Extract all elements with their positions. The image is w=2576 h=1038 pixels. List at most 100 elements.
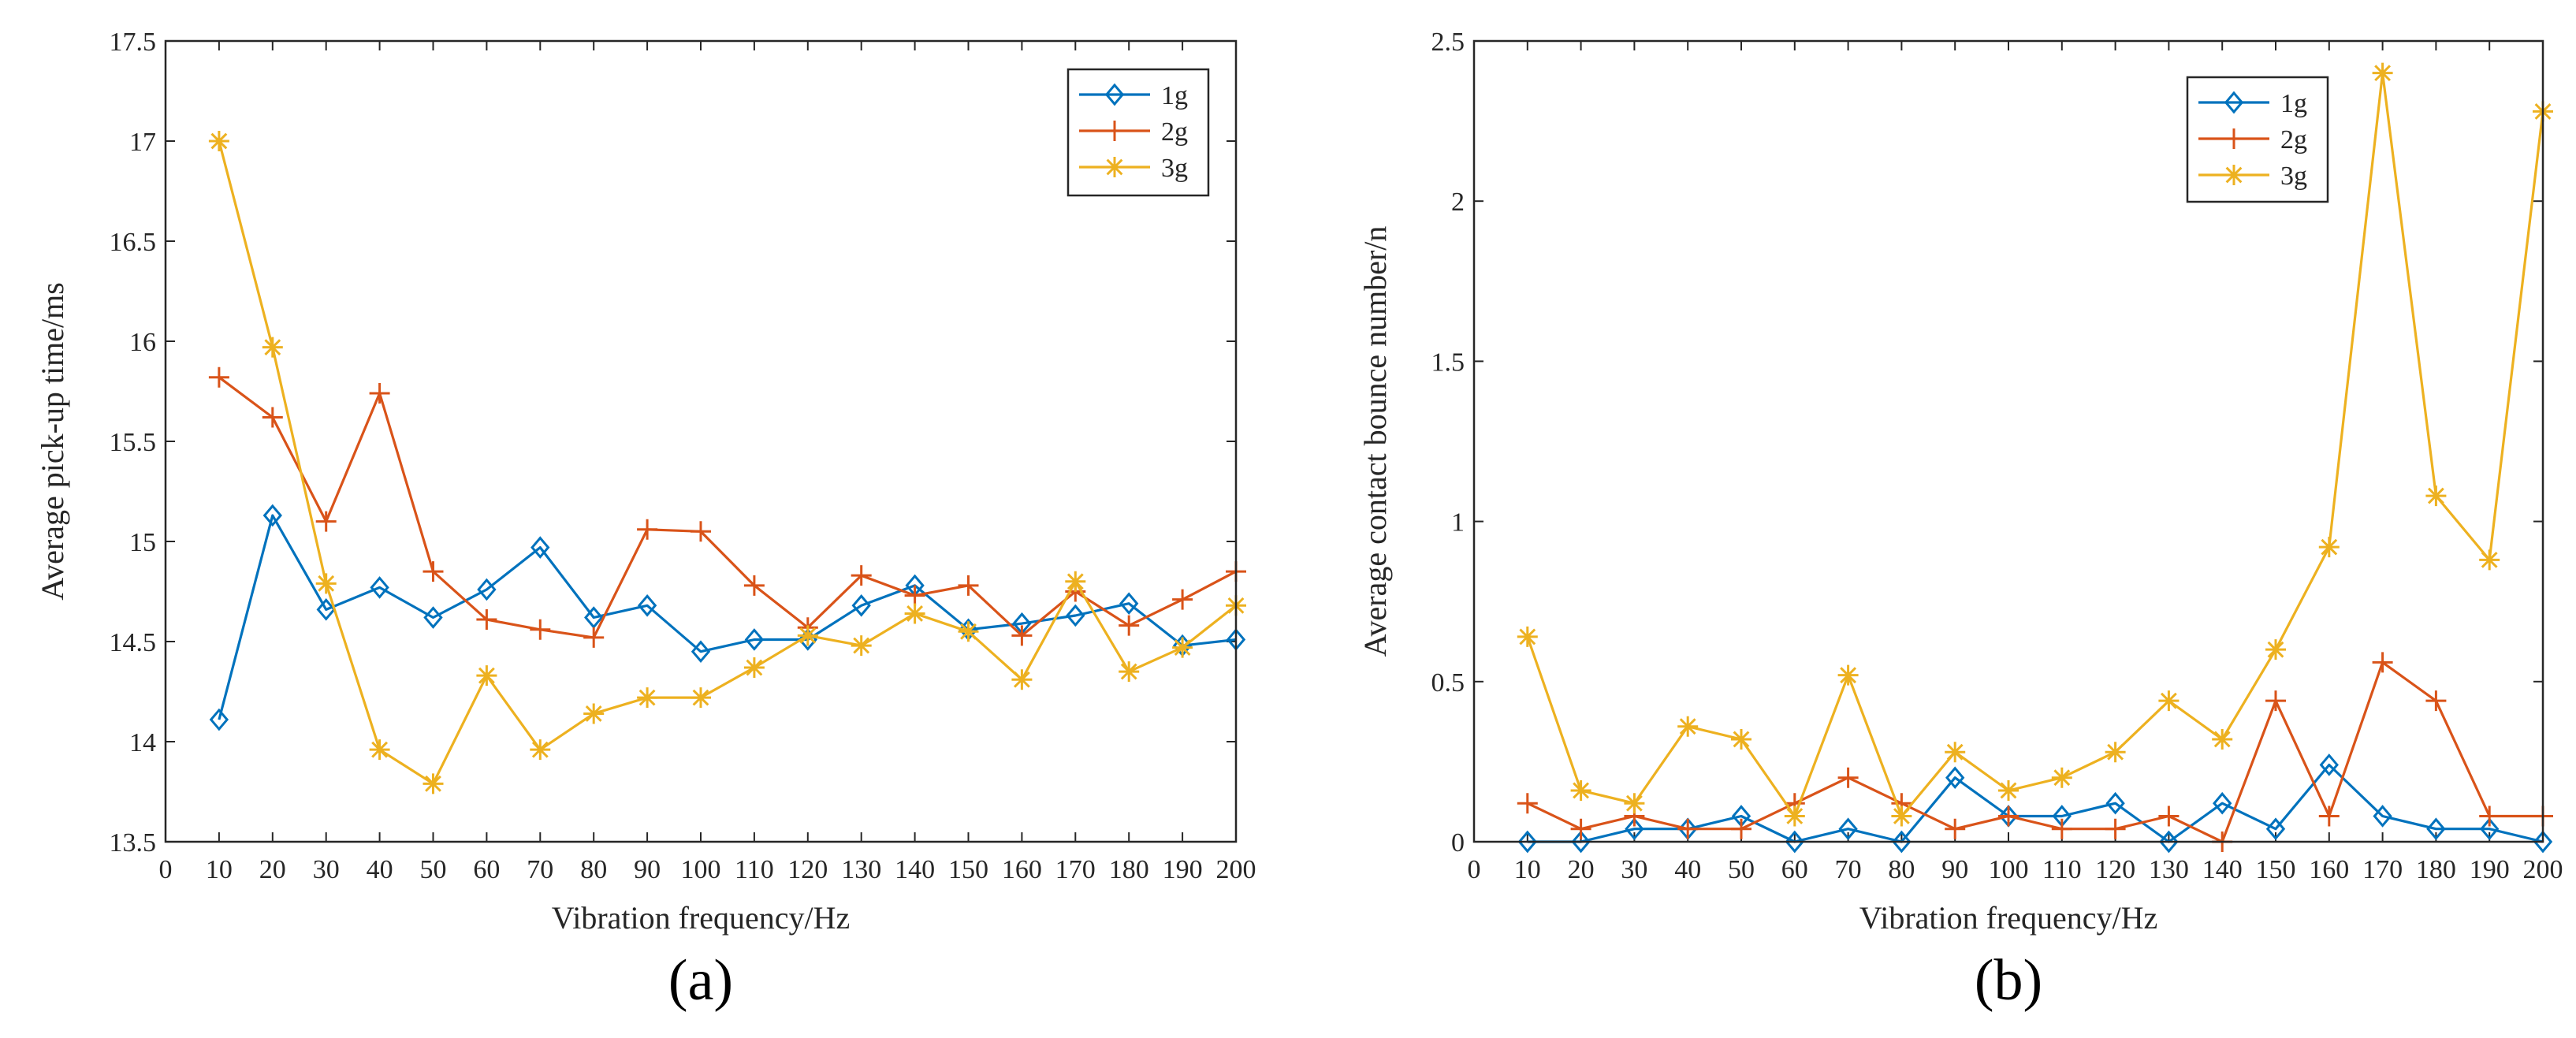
data-point-8 xyxy=(1945,742,1966,763)
x-tick-label: 190 xyxy=(1163,855,1203,884)
data-point-legend xyxy=(2224,91,2244,114)
data-point-1 xyxy=(1570,818,1591,839)
data-point-14 xyxy=(2265,690,2286,712)
y-tick-label: 0.5 xyxy=(1431,668,1465,698)
x-tick-label: 120 xyxy=(787,855,828,884)
data-point-16 xyxy=(1065,571,1086,592)
data-point-3 xyxy=(370,576,389,599)
data-point-15 xyxy=(2318,805,2340,827)
x-tick-label: 20 xyxy=(1568,855,1595,884)
x-tick-label: 100 xyxy=(1989,855,2029,884)
y-tick-label: 14.5 xyxy=(110,628,157,657)
y-tick-label: 2 xyxy=(1451,188,1465,217)
data-point-18 xyxy=(2479,549,2500,571)
x-tick-label: 170 xyxy=(2362,855,2403,884)
data-point-4 xyxy=(423,606,443,629)
data-point-6 xyxy=(530,536,550,559)
data-point-12 xyxy=(851,565,872,586)
x-tick-label: 30 xyxy=(313,855,340,884)
y-tick-label: 16.5 xyxy=(110,228,157,257)
x-tick-label: 160 xyxy=(2309,855,2349,884)
y-tick-label: 14 xyxy=(129,728,156,757)
legend-label: 2g xyxy=(2280,125,2307,154)
x-tick-label: 200 xyxy=(1216,855,1256,884)
data-point-17 xyxy=(2426,817,2446,841)
x-axis-ticks: 0 10 20 30 40 50 60 70 80 90 100 110 120 130 140 150 160… xyxy=(159,41,1256,884)
data-point-7 xyxy=(584,606,604,629)
data-point-6 xyxy=(530,619,551,640)
x-tick-label: 110 xyxy=(2042,855,2082,884)
data-point-7 xyxy=(583,627,605,648)
data-point-8 xyxy=(1945,766,1965,790)
x-tick-label: 130 xyxy=(841,855,881,884)
data-point-legend xyxy=(2224,165,2244,185)
data-point-4 xyxy=(1731,818,1751,839)
data-point-12 xyxy=(2159,830,2179,854)
y-tick-label: 16 xyxy=(129,328,156,357)
data-point-7 xyxy=(1891,805,1912,827)
data-point-10 xyxy=(744,628,765,651)
data-point-16 xyxy=(2372,62,2393,84)
data-point-1 xyxy=(1570,779,1591,801)
x-tick-label: 110 xyxy=(735,855,774,884)
data-point-9 xyxy=(1998,805,2019,827)
data-point-1 xyxy=(262,407,283,428)
legend-label: 1g xyxy=(1161,81,1188,110)
legend-box xyxy=(1067,68,1210,197)
data-point-17 xyxy=(1119,661,1140,683)
data-point-0 xyxy=(208,366,229,388)
data-point-legend xyxy=(2224,128,2244,149)
chart-panel-a: 0 10 20 30 40 50 60 70 80 90 100 110 120 130 140 150 160… xyxy=(35,28,1256,1013)
series-line-3g xyxy=(218,140,1237,785)
data-point-7 xyxy=(583,703,605,724)
data-point-10 xyxy=(2051,818,2072,839)
legend: 1g 2g 3g xyxy=(1067,68,1210,197)
legend-entry-2g: 2g xyxy=(2198,125,2307,154)
data-point-7 xyxy=(1892,830,1912,854)
data-point-4 xyxy=(423,561,444,582)
data-point-9 xyxy=(691,687,711,709)
data-point-1 xyxy=(262,337,283,358)
data-point-5 xyxy=(1784,805,1805,827)
x-axis-label: Vibration frequency/Hz xyxy=(552,900,851,936)
y-tick-label: 1 xyxy=(1451,508,1465,538)
data-point-6 xyxy=(1837,664,1859,686)
data-point-19 xyxy=(2533,830,2553,854)
data-point-0 xyxy=(1517,830,1537,854)
x-tick-label: 90 xyxy=(1941,855,1968,884)
data-point-12 xyxy=(851,635,872,657)
series-3g xyxy=(1517,62,2553,827)
legend-entry-2g: 2g xyxy=(1079,117,1188,147)
x-tick-label: 150 xyxy=(2256,855,2296,884)
y-axis-ticks: 0 0.5 1 1.5 2 2.5 xyxy=(1431,28,2543,858)
data-point-4 xyxy=(423,773,444,794)
data-point-5 xyxy=(477,578,497,601)
data-point-5 xyxy=(1785,830,1804,854)
data-point-legend xyxy=(1104,83,1125,106)
data-point-14 xyxy=(958,575,979,596)
x-tick-label: 130 xyxy=(2149,855,2189,884)
x-tick-label: 40 xyxy=(367,855,393,884)
data-point-5 xyxy=(476,665,497,686)
data-point-8 xyxy=(637,593,657,617)
x-tick-label: 70 xyxy=(1835,855,1862,884)
data-point-8 xyxy=(637,519,658,540)
x-tick-label: 50 xyxy=(1728,855,1755,884)
data-point-16 xyxy=(2372,652,2393,673)
data-point-15 xyxy=(2318,537,2340,558)
legend-entry-3g: 3g xyxy=(2198,162,2307,191)
data-point-16 xyxy=(2373,805,2392,828)
data-point-18 xyxy=(2479,805,2500,827)
data-point-3 xyxy=(369,739,390,761)
x-tick-label: 190 xyxy=(2470,855,2510,884)
data-point-18 xyxy=(1172,637,1193,658)
data-point-4 xyxy=(1731,728,1751,750)
x-tick-label: 100 xyxy=(681,855,721,884)
legend-label: 2g xyxy=(1161,117,1188,147)
plot-area xyxy=(1474,41,2543,842)
series-line-3g xyxy=(1526,71,2544,818)
data-point-2 xyxy=(1624,793,1645,814)
data-point-14 xyxy=(958,621,979,642)
x-tick-label: 20 xyxy=(259,855,286,884)
